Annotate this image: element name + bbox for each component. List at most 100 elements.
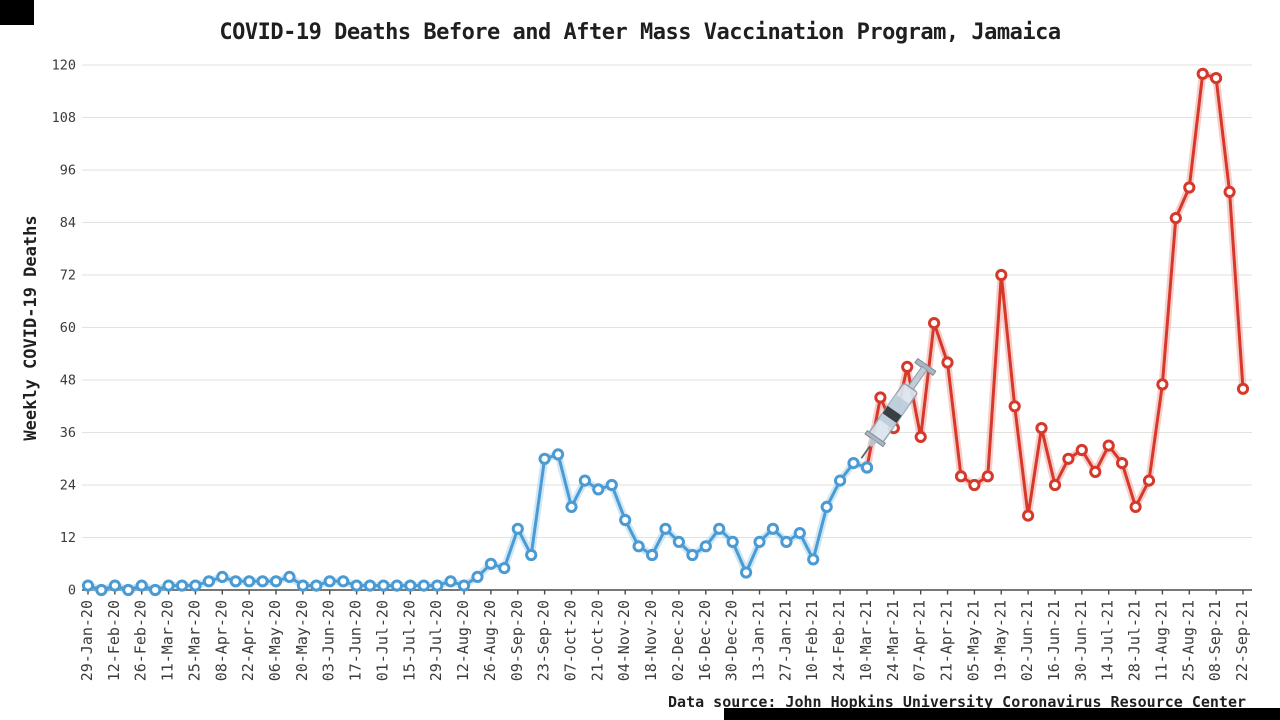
y-tick-label: 48	[60, 373, 76, 389]
before-vaccination-data-point	[81, 579, 95, 592]
y-tick-label: 0	[68, 583, 76, 599]
before-vaccination-data-point	[538, 452, 551, 465]
before-vaccination-data-point	[431, 579, 444, 592]
after-vaccination-data-point	[968, 478, 981, 492]
before-vaccination-data-point	[471, 570, 484, 584]
x-tick-label: 01-Jul-20	[373, 600, 391, 681]
before-vaccination-data-point	[337, 575, 350, 588]
before-vaccination-data-point	[363, 579, 377, 592]
before-vaccination-data-point	[296, 579, 309, 592]
y-tick-label: 96	[60, 163, 76, 179]
before-vaccination-data-point	[780, 535, 793, 549]
y-tick-label: 84	[60, 215, 76, 231]
x-tick-label: 15-Jul-20	[400, 600, 418, 681]
x-tick-label: 22-Apr-20	[239, 600, 257, 681]
before-vaccination-data-point	[417, 579, 430, 592]
after-vaccination-data-point	[1210, 72, 1223, 85]
y-tick-label: 60	[60, 320, 76, 336]
before-vaccination-data-point	[699, 540, 712, 553]
before-vaccination-data-point	[820, 500, 833, 513]
before-vaccination-data-point	[834, 474, 847, 487]
x-tick-label: 06-May-20	[266, 600, 284, 681]
x-tick-label: 30-Dec-20	[723, 600, 741, 681]
after-vaccination-data-point	[1223, 185, 1236, 198]
chart-title: COVID-19 Deaths Before and After Mass Va…	[219, 20, 1061, 45]
after-vaccination-data-point	[1048, 478, 1062, 492]
x-tick-label: 05-May-21	[964, 600, 982, 681]
before-vaccination-data-point	[565, 500, 578, 513]
x-tick-label: 07-Oct-20	[561, 600, 579, 681]
x-tick-label: 04-Nov-20	[615, 600, 633, 681]
x-tick-label: 25-Aug-21	[1179, 600, 1197, 681]
y-tick-label: 24	[60, 478, 76, 494]
x-tick-label: 19-May-21	[991, 600, 1009, 681]
x-tick-label: 24-Feb-21	[830, 600, 848, 681]
x-tick-label: 17-Jun-20	[347, 600, 365, 681]
before-vaccination-data-point	[269, 575, 283, 588]
before-vaccination-data-point	[726, 535, 739, 549]
before-vaccination-data-point	[740, 566, 753, 579]
x-tick-label: 12-Feb-20	[105, 600, 123, 681]
after-vaccination-line	[865, 72, 1245, 518]
after-vaccination-data-point	[1075, 443, 1088, 457]
x-tick-label: 16-Dec-20	[696, 600, 714, 681]
y-tick-label: 12	[60, 530, 76, 546]
after-vaccination-data-point	[928, 317, 941, 330]
y-tick-label: 108	[52, 110, 76, 126]
x-tick-label: 02-Jun-21	[1018, 600, 1036, 681]
before-vaccination-data-point	[229, 575, 242, 588]
x-tick-label: 25-Mar-20	[185, 600, 203, 681]
before-vaccination-data-point	[95, 583, 108, 597]
letterbox-artifact-top-left	[0, 0, 34, 25]
syringe-icon	[860, 357, 937, 459]
before-vaccination-data-point	[672, 535, 686, 549]
before-vaccination-data-point	[202, 575, 215, 588]
x-tick-label: 27-Jan-21	[776, 600, 794, 681]
before-vaccination-data-point	[377, 579, 390, 592]
x-tick-label: 21-Oct-20	[588, 600, 606, 681]
x-tick-label: 22-Sep-21	[1233, 600, 1251, 681]
y-tick-label: 120	[52, 58, 76, 74]
before-vaccination-data-point	[753, 535, 766, 549]
x-tick-label: 29-Jul-20	[427, 600, 445, 681]
x-tick-label: 29-Jan-20	[78, 600, 96, 681]
x-tick-label: 28-Jul-21	[1126, 600, 1144, 681]
after-vaccination-data-point	[1142, 474, 1156, 487]
x-tick-label: 13-Jan-21	[750, 600, 768, 681]
after-vaccination-data-point	[981, 470, 994, 483]
before-vaccination-data-point	[175, 579, 189, 592]
before-vaccination-data-point	[592, 483, 605, 496]
x-tick-label: 02-Dec-20	[669, 600, 687, 681]
before-vaccination-data-point	[498, 562, 511, 575]
before-vaccination-data-point	[525, 548, 538, 562]
before-vaccination-data-point	[766, 522, 780, 535]
after-vaccination-data-point	[1169, 212, 1182, 225]
before-vaccination-data-point	[108, 579, 122, 592]
x-tick-label: 09-Sep-20	[508, 600, 526, 681]
after-vaccination-data-point	[1008, 400, 1021, 413]
x-tick-label: 14-Jul-21	[1099, 600, 1117, 681]
before-vaccination-data-point	[619, 513, 632, 527]
before-vaccination-data-point	[283, 570, 296, 584]
x-tick-label: 26-Feb-20	[132, 600, 150, 681]
before-vaccination-data-point	[457, 579, 471, 592]
after-vaccination-data-point	[941, 356, 954, 369]
x-tick-label: 23-Sep-20	[535, 600, 553, 681]
before-vaccination-data-point	[350, 579, 363, 592]
x-tick-label: 03-Jun-20	[320, 600, 338, 681]
data-source-note: Data source: John Hopkins University Cor…	[668, 693, 1246, 711]
x-tick-label: 08-Sep-21	[1206, 600, 1224, 681]
after-vaccination-data-point	[1129, 500, 1142, 513]
before-vaccination-data-point	[807, 553, 820, 566]
y-tick-label: 36	[60, 425, 76, 441]
after-vaccination-data-point	[914, 430, 927, 443]
before-vaccination-data-point	[162, 579, 175, 592]
before-vaccination-data-point	[390, 579, 403, 592]
before-vaccination-data-point	[511, 522, 524, 535]
before-vaccination-data-point	[646, 548, 659, 562]
after-vaccination-data-point	[1196, 67, 1209, 80]
before-vaccination-data-point	[444, 575, 457, 588]
x-tick-label: 18-Nov-20	[642, 600, 660, 681]
before-vaccination-data-point	[135, 579, 148, 592]
